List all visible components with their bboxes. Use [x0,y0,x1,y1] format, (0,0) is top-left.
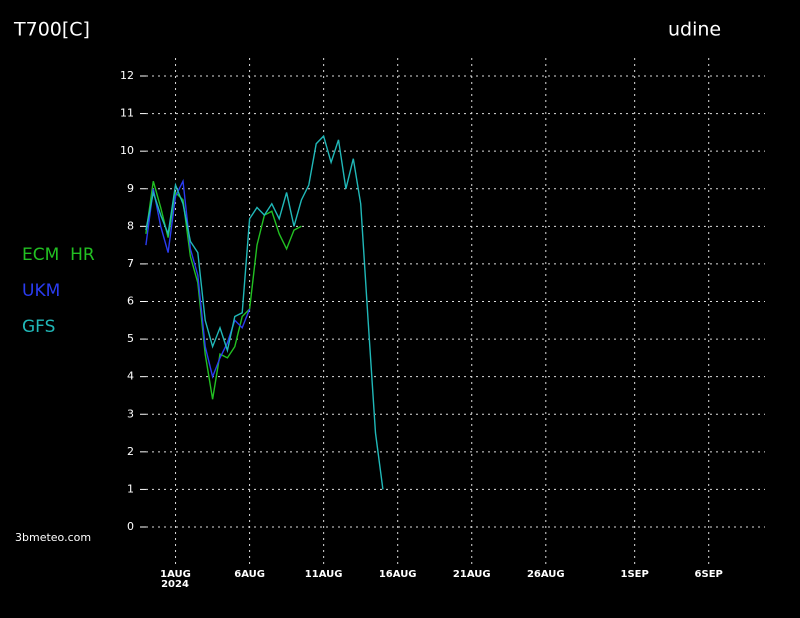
y-tick-label: 12 [120,69,134,82]
y-tick-label: 5 [127,332,134,345]
x-tick-label: 1AUG [160,569,191,580]
source: 3bmeteo.com [15,531,91,544]
y-tick-label: 6 [127,295,134,308]
legend-label: UKM [22,281,60,301]
x-tick-label: 6SEP [695,569,723,580]
chart-title: T700[C] [13,19,90,41]
y-tick-label: 3 [127,407,134,420]
y-tick-label: 1 [127,482,134,495]
series-line [145,181,302,400]
y-tick-label: 7 [127,257,134,270]
x-tick-label: 21AUG [453,569,491,580]
x-tick-label: 16AUG [379,569,417,580]
y-tick-label: 10 [120,144,134,157]
legend-label: ECM HR [22,245,95,265]
y-tick-label: 8 [127,219,134,232]
x-tick-label: 1SEP [621,569,649,580]
y-tick-label: 9 [127,182,134,195]
y-tick-label: 0 [127,520,134,533]
year-label: 2024 [161,579,189,590]
y-tick-label: 4 [127,370,134,383]
legend-label: GFS [22,317,55,337]
y-tick-label: 11 [120,107,134,120]
x-tick-label: 26AUG [527,569,565,580]
x-tick-label: 11AUG [305,569,343,580]
y-tick-label: 2 [127,445,134,458]
x-tick-label: 6AUG [234,569,265,580]
station-name: udine [668,19,721,41]
series-line [145,134,384,490]
